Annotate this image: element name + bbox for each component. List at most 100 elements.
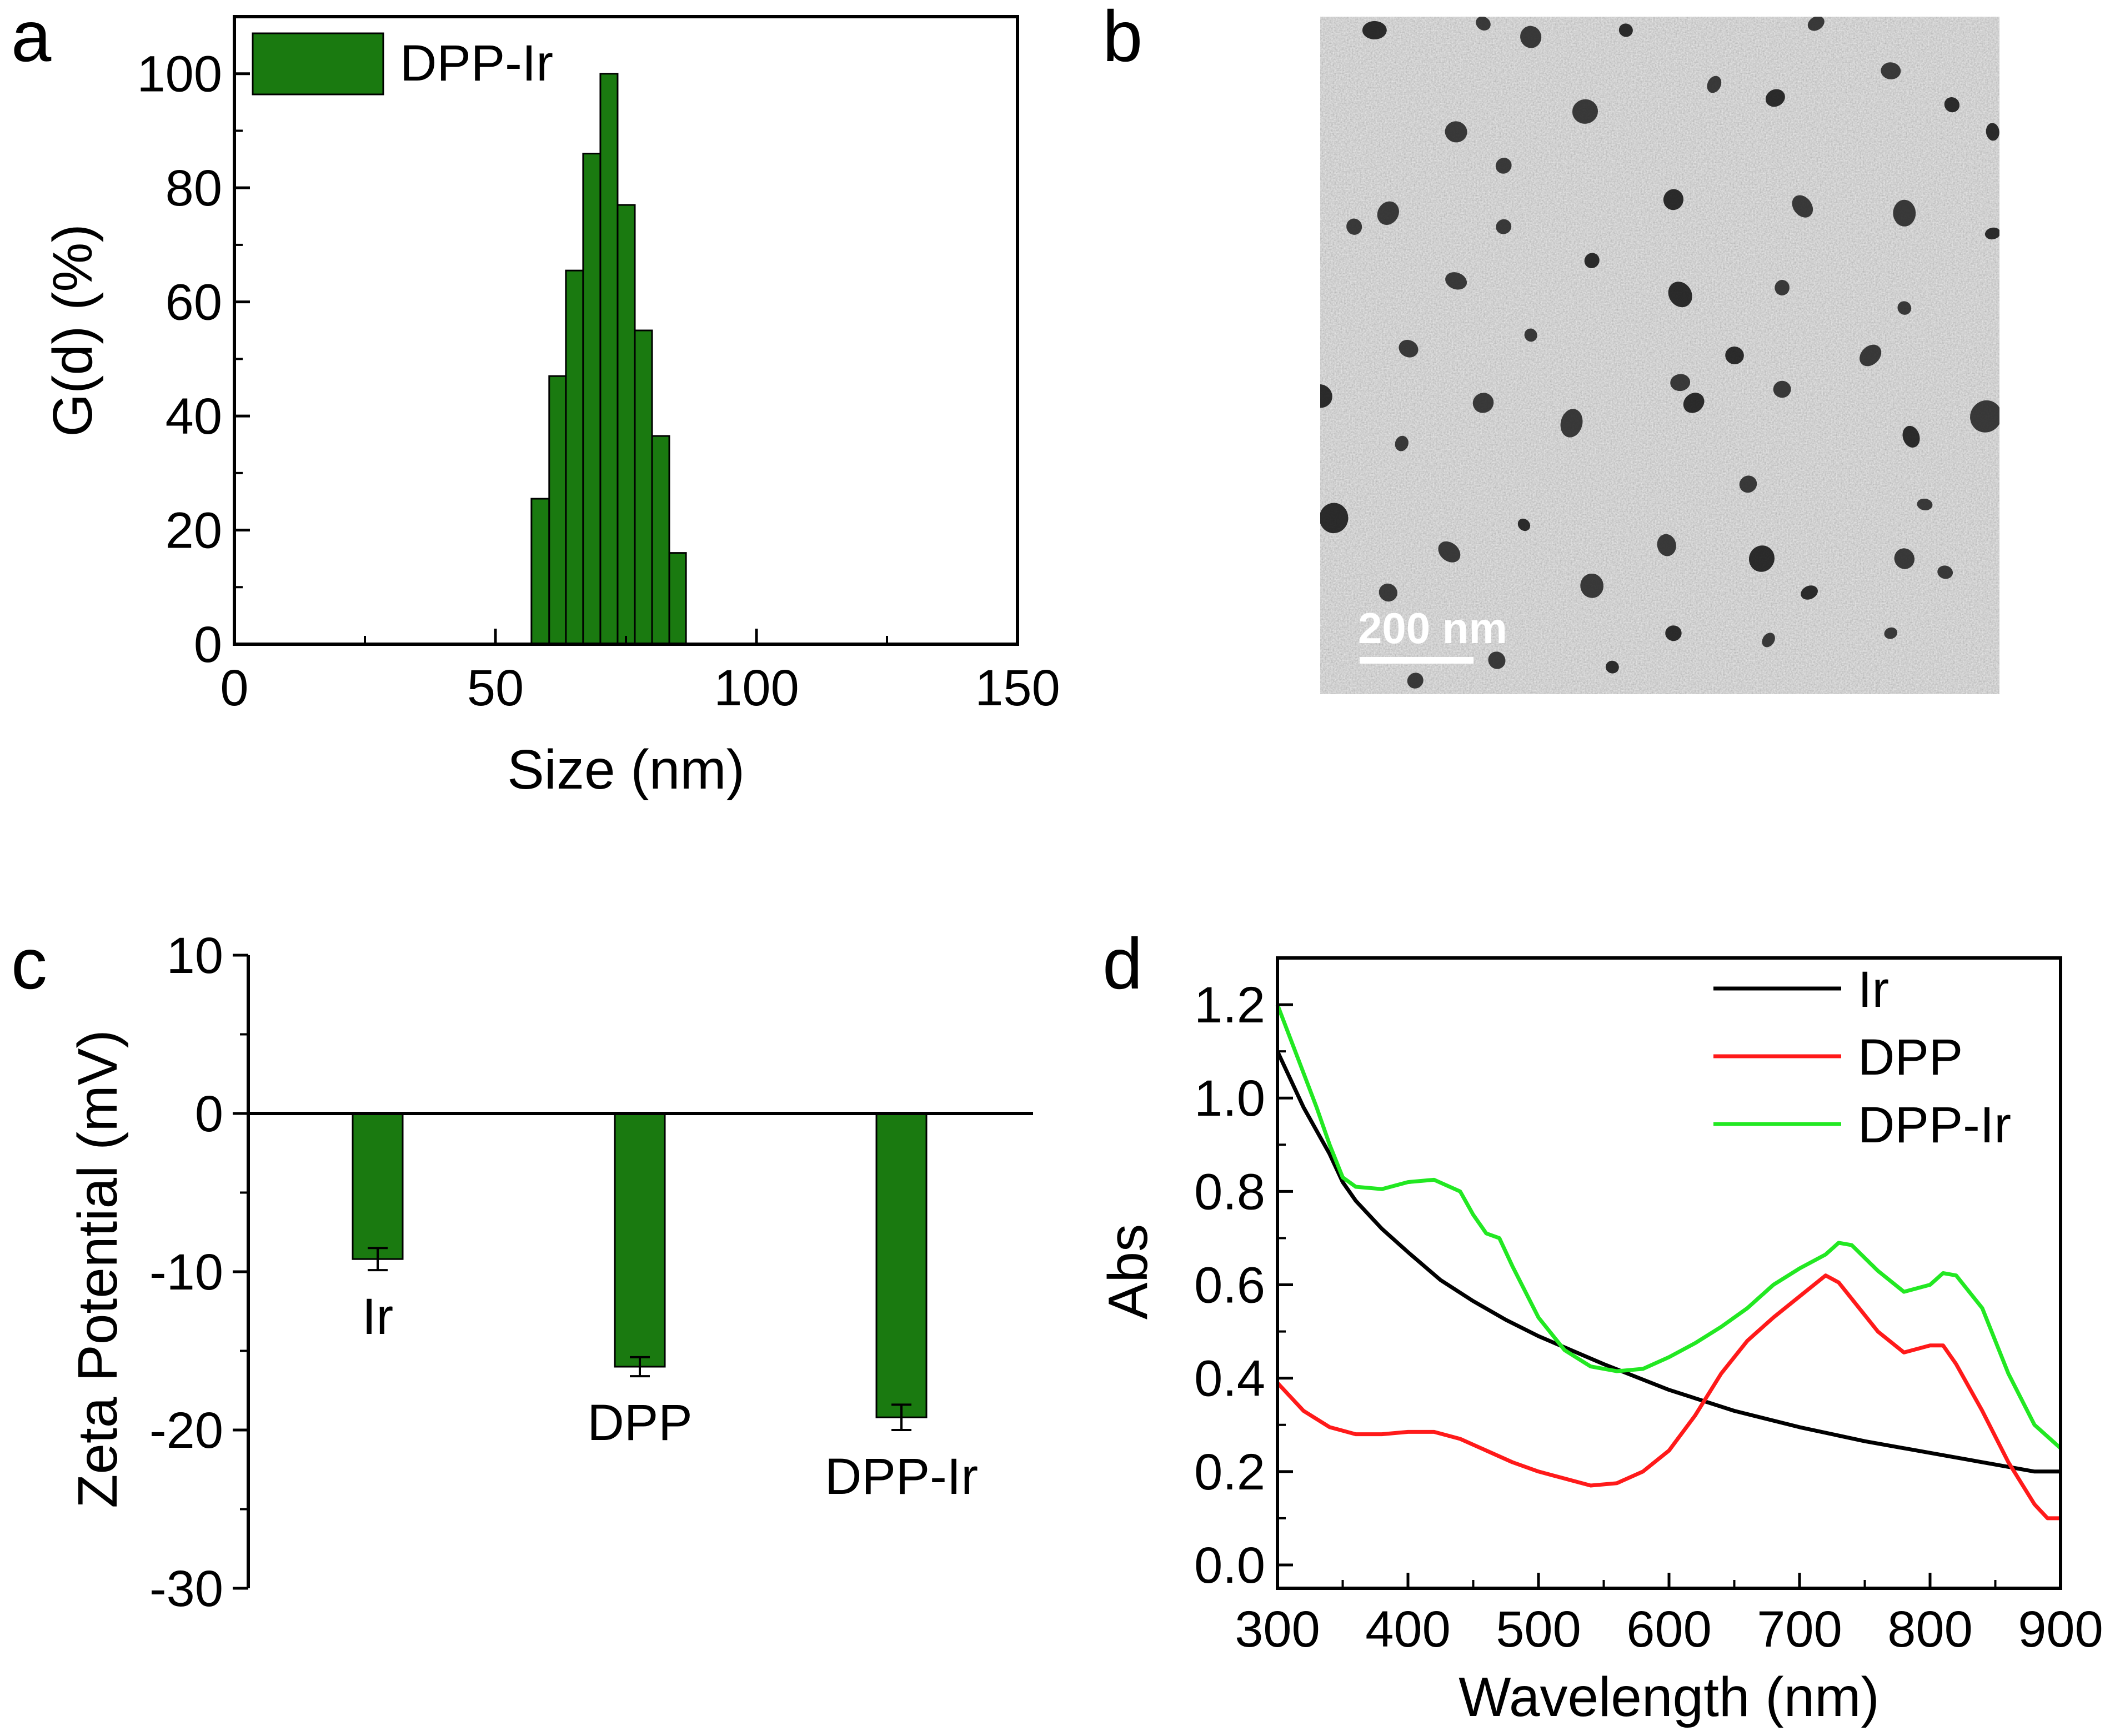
d-x-tick-label-4: 700 — [1757, 1601, 1842, 1658]
tem-particle-51 — [1665, 625, 1682, 641]
tem-particle-9 — [1765, 89, 1785, 107]
panel-letter-b: b — [1102, 0, 1142, 77]
panel-letter-d: d — [1102, 923, 1142, 1004]
d-x-axis-title: Wavelength (nm) — [1459, 1666, 1880, 1728]
tem-particle-35 — [1970, 400, 1999, 433]
tem-particle-39 — [1320, 503, 1349, 534]
a-bar-8 — [668, 552, 687, 645]
a-x-axis-title: Size (nm) — [507, 739, 745, 801]
tem-particle-24 — [1984, 227, 1999, 240]
a-bar-7 — [651, 435, 670, 645]
a-bar-2 — [565, 269, 584, 645]
a-ticks: 0 50 100 150 0 20 40 60 80 100 — [137, 46, 1060, 716]
tem-particle-12 — [1986, 123, 1999, 141]
d-legend-label-0: Ir — [1858, 961, 1889, 1018]
tem-particle-16 — [1792, 195, 1813, 218]
tem-particle-45 — [1517, 518, 1531, 531]
tem-particle-4 — [1807, 17, 1825, 31]
tem-particle-26 — [1524, 328, 1537, 342]
d-x-tick-label-1: 400 — [1365, 1601, 1451, 1658]
panel-a-size-histogram: 0 50 100 150 0 20 40 60 80 100 DPP-Ir Size (nm) G… — [42, 15, 1060, 801]
tem-particle-27 — [1725, 346, 1744, 365]
a-y-tick-label-0: 0 — [194, 616, 222, 673]
tem-particle-7 — [1572, 99, 1598, 124]
a-bar-1 — [548, 375, 567, 645]
d-x-tick-label-5: 800 — [1887, 1601, 1973, 1658]
tem-particle-28 — [1860, 344, 1882, 367]
tem-particle-2 — [1520, 26, 1542, 48]
tem-particle-48 — [1801, 585, 1818, 600]
c-y-tick-label-1: 0 — [195, 1086, 223, 1142]
tem-particle-25 — [1399, 339, 1419, 358]
panel-b-tem-image: 200 nm — [1320, 17, 1999, 694]
d-y-tick-label-0: 0.0 — [1194, 1537, 1265, 1594]
scale-bar — [1360, 657, 1474, 664]
d-line-dpp — [1276, 1273, 2061, 1521]
tem-particle-42 — [1748, 545, 1775, 572]
panel-d-absorbance: 300 400 500 600 700 800 900 0.0 0.2 0.4 0.6 0.8 1.0 1… — [1097, 956, 2103, 1728]
tem-particle-14 — [1496, 219, 1512, 234]
scale-bar-label: 200 nm — [1358, 604, 1507, 653]
tem-particle-1 — [1476, 17, 1491, 31]
tem-particle-22 — [1775, 280, 1790, 295]
d-y-tick-label-4: 0.8 — [1194, 1163, 1265, 1220]
c-y-tick-label-4: -30 — [149, 1561, 223, 1617]
tem-particle-33 — [1683, 393, 1705, 413]
tem-particle-47 — [1379, 583, 1397, 602]
tem-particle-43 — [1894, 548, 1914, 569]
d-y-tick-label-1: 0.2 — [1194, 1444, 1265, 1501]
d-legend-label-1: DPP — [1858, 1029, 1963, 1086]
tem-particle-29 — [1670, 374, 1691, 392]
d-x-tick-label-3: 600 — [1626, 1601, 1712, 1658]
c-y-axis-title: Zeta Potential (mV) — [67, 1030, 129, 1508]
c-bar-0 — [352, 1112, 404, 1260]
a-bars — [530, 73, 687, 645]
tem-particle-54 — [1605, 660, 1619, 674]
a-y-tick-label-2: 40 — [166, 388, 222, 445]
d-x-tick-label-6: 900 — [2018, 1601, 2103, 1658]
tem-particle-21 — [1668, 282, 1692, 308]
d-y-tick-label-3: 0.6 — [1194, 1257, 1265, 1314]
tem-particle-0 — [1362, 21, 1387, 39]
tem-particle-52 — [1762, 633, 1775, 648]
c-category-label-1: DPP — [587, 1394, 692, 1451]
a-y-tick-label-5: 100 — [137, 46, 223, 103]
d-y-axis-title: Abs — [1097, 1224, 1159, 1319]
tem-particle-6 — [1944, 97, 1960, 113]
a-legend-label: DPP-Ir — [400, 35, 553, 92]
d-line-dpp-ir — [1275, 1004, 2062, 1450]
tem-particle-32 — [1560, 409, 1583, 438]
tem-noise — [1320, 17, 1999, 694]
tem-particle-17 — [1893, 199, 1916, 227]
c-category-label-0: Ir — [362, 1288, 393, 1345]
d-lines — [1275, 1004, 2062, 1521]
tem-particle-5 — [1881, 62, 1901, 79]
tem-particles — [1320, 17, 1999, 689]
tem-particle-41 — [1657, 534, 1676, 556]
a-y-tick-label-1: 20 — [166, 503, 222, 559]
panel-letter-c: c — [11, 923, 47, 1004]
a-x-tick-label-0: 0 — [220, 660, 248, 716]
tem-particle-11 — [1495, 158, 1512, 174]
a-bar-0 — [530, 498, 550, 645]
tem-particle-19 — [1346, 218, 1362, 235]
d-x-tick-label-2: 500 — [1496, 1601, 1581, 1658]
tem-particle-34 — [1773, 380, 1791, 398]
c-bar-1 — [614, 1112, 666, 1368]
tem-particle-3 — [1618, 23, 1633, 37]
tem-particle-55 — [1407, 673, 1424, 689]
c-axes: 10 0 -10 -20 -30 — [149, 927, 1033, 1617]
d-legend: Ir DPP DPP-Ir — [1713, 961, 2011, 1153]
tem-particle-13 — [1377, 201, 1399, 225]
tem-particle-44 — [1917, 498, 1933, 510]
d-line-ir — [1275, 1050, 2061, 1474]
tem-particle-36 — [1902, 425, 1920, 448]
d-legend-label-2: DPP-Ir — [1858, 1097, 2011, 1153]
d-y-tick-label-2: 0.4 — [1194, 1351, 1265, 1407]
tem-particle-15 — [1663, 189, 1684, 210]
d-y-tick-label-6: 1.2 — [1194, 977, 1265, 1033]
panel-c-zeta-potential: Ir DPP DPP-Ir 10 0 -10 -20 -30 Zeta Potential … — [67, 927, 1033, 1617]
d-x-tick-label-0: 300 — [1235, 1601, 1320, 1658]
tem-particle-53 — [1884, 627, 1898, 639]
